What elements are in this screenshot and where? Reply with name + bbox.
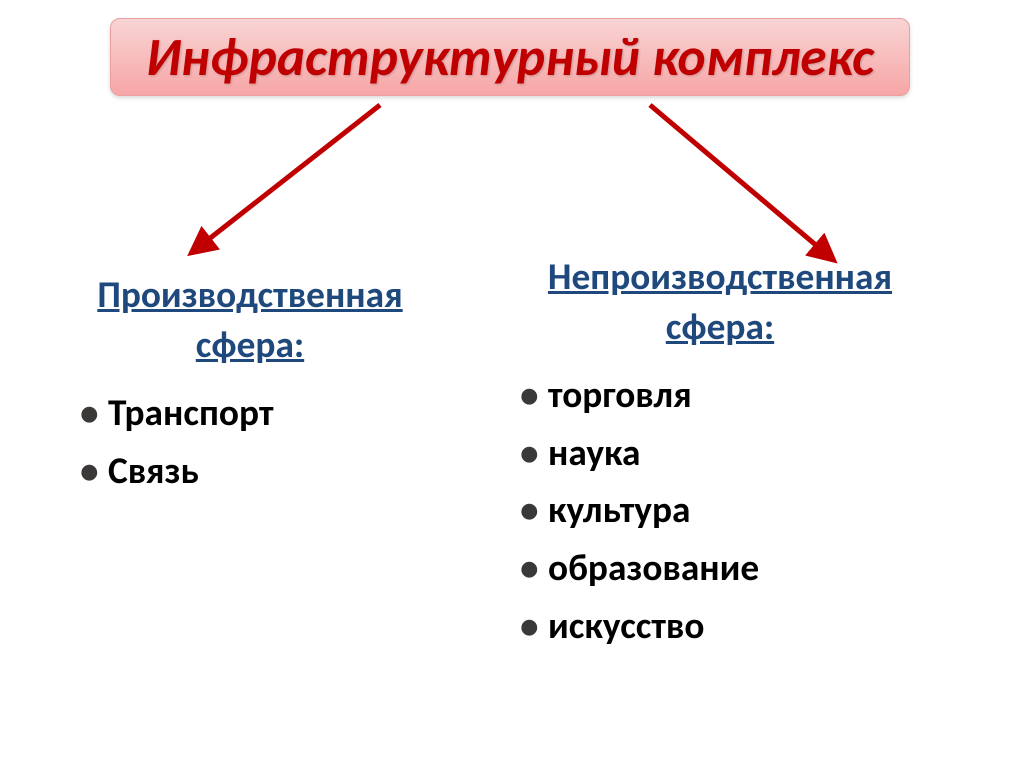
list-item: торговля [520,367,940,425]
arrow-right [650,105,830,257]
list-item: Транспорт [80,385,440,443]
branch-left-heading: Производственная сфера: [60,270,440,371]
branch-right-list: торговлянаукакультураобразованиеискусств… [500,367,940,656]
branch-left-list: ТранспортСвязь [60,385,440,501]
branch-right: Непроизводственная сфера: торговлянаукак… [500,252,940,656]
branch-right-heading: Непроизводственная сфера: [500,252,940,353]
arrows-svg [0,95,1024,275]
list-item: наука [520,425,940,483]
branch-right-heading-line1: Непроизводственная [548,254,892,300]
branch-left-heading-line1: Производственная [97,272,402,318]
arrow-left [195,105,380,250]
branch-left-heading-line2: сфера: [196,322,304,368]
branch-right-heading-line2: сфера: [666,304,774,350]
title-text: Инфраструктурный комплекс [146,25,874,90]
list-item: Связь [80,443,440,501]
list-item: культура [520,482,940,540]
list-item: искусство [520,598,940,656]
branch-left: Производственная сфера: ТранспортСвязь [60,270,440,500]
title-box: Инфраструктурный комплекс [110,18,910,96]
list-item: образование [520,540,940,598]
